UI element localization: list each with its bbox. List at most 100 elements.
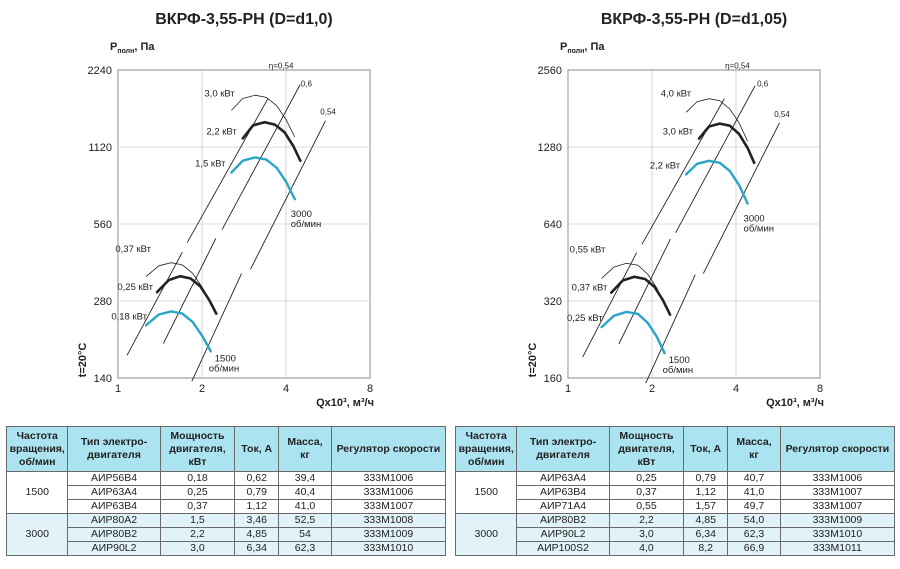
y-tick-label: 140 — [94, 373, 112, 385]
table-cell: 333М1007 — [779, 499, 896, 514]
table-cell: 40,7 — [727, 471, 781, 486]
efficiency-label: η=0,54 — [269, 61, 294, 70]
series-curve — [230, 156, 296, 201]
table-row: 3000 АИР80А2 1,5 3,46 52,5 333М1008 — [5, 513, 447, 556]
series-curve — [155, 274, 218, 315]
series-curve — [144, 310, 212, 353]
table-header-cell: Тип электро-двигателя — [516, 426, 610, 472]
table-cell: 3,0 — [608, 527, 685, 542]
table-row: 1500 АИР56В4 0,18 0,62 39,4 333М1006 — [5, 471, 447, 514]
table-cell: 8,2 — [683, 541, 729, 556]
freq-cell: 1500 — [454, 471, 518, 514]
table-row: АИР63А4 0,25 0,79 40,4 333М1006 — [7, 485, 447, 500]
table-cell: 333М1008 — [330, 513, 447, 528]
system-line — [250, 120, 326, 270]
series-curve — [241, 120, 302, 162]
y-axis-label: Pполн, Па — [110, 41, 155, 55]
table-cell: АИР71А4 — [516, 499, 610, 514]
power-label: 4,0 кВт — [661, 89, 692, 100]
table-cell: 0,37 — [159, 499, 236, 514]
table-cell: 333М1010 — [779, 527, 896, 542]
power-label: 3,0 кВт — [204, 88, 235, 99]
speed-label-unit: об/мин — [663, 365, 693, 376]
power-label: 0,18 кВт — [111, 311, 147, 322]
y-tick-label: 320 — [544, 296, 562, 308]
efficiency-line — [221, 84, 301, 230]
table-row: 3000 АИР80В2 2,2 4,85 54,0 333М1009 — [454, 513, 896, 556]
freq-cell: 1500 — [5, 471, 69, 514]
y-tick-label: 560 — [94, 219, 112, 231]
series-curve — [684, 159, 749, 205]
x-tick-label: 2 — [649, 383, 655, 395]
table-row: АИР90L2 3,0 6,34 62,3 333М1010 — [456, 527, 896, 542]
table-row: АИР63В4 0,37 1,12 41,0 333М1007 — [456, 485, 896, 500]
efficiency-line — [162, 238, 217, 344]
motor-table-right: Частота вращения, об/мин Тип электро-двиг… — [454, 426, 896, 556]
series-curve — [610, 275, 672, 316]
speed-label-rpm: 1500 — [669, 355, 690, 366]
power-label: 0,37 кВт — [572, 283, 608, 294]
freq-cell: 3000 — [5, 513, 69, 556]
table-cell: АИР63А4 — [67, 485, 161, 500]
table-cell: 2,2 — [159, 527, 236, 542]
y-tick-label: 2560 — [538, 65, 562, 77]
table-cell: 333М1007 — [779, 485, 896, 500]
efficiency-label: 0,54 — [320, 108, 336, 117]
table-cell: 54 — [278, 527, 332, 542]
series-curve — [697, 122, 756, 165]
table-cell: 62,3 — [278, 541, 332, 556]
table-cell: 0,37 — [608, 485, 685, 500]
motor-table-left: Частота вращения, об/мин Тип электро-двиг… — [5, 426, 447, 556]
table-row: АИР63В4 0,37 1,12 41,0 333М1007 — [7, 499, 447, 514]
table-cell: 333М1007 — [330, 499, 447, 514]
table-header-cell: Мощность двигателя, кВт — [159, 426, 236, 472]
x-tick-label: 1 — [115, 383, 121, 395]
table-cell: 333М1006 — [330, 485, 447, 500]
table-cell: АИР80А2 — [67, 513, 161, 528]
table-cell: 0,79 — [234, 485, 280, 500]
table-cell: 4,85 — [683, 513, 729, 528]
chart-title: ВКРФ-3,55-РН (D=d1,0) — [155, 11, 332, 28]
table-row: АИР71А4 0,55 1,57 49,7 333М1007 — [456, 499, 896, 514]
x-tick-label: 2 — [199, 383, 205, 395]
y-tick-label: 160 — [544, 373, 562, 385]
table-cell: 41,0 — [727, 485, 781, 500]
table-row: АИР80В2 2,2 4,85 54 333М1009 — [7, 527, 447, 542]
y-axis-label: Pполн, Па — [560, 41, 605, 55]
system-line — [126, 252, 183, 356]
table-cell: 333М1009 — [330, 527, 447, 542]
power-label: 0,55 кВт — [570, 245, 606, 256]
table-cell: 0,62 — [234, 471, 280, 486]
table-cell: 4,85 — [234, 527, 280, 542]
speed-label-unit: об/мин — [291, 219, 321, 230]
speed-label-rpm: 3000 — [744, 213, 765, 224]
system-line — [191, 273, 242, 382]
system-line — [186, 98, 269, 243]
y-tick-label: 280 — [94, 296, 112, 308]
table-header-cell: Частота вращения, об/мин — [5, 426, 69, 472]
table-cell: 333М1009 — [779, 513, 896, 528]
x-axis-label: Qx10³, м³/ч — [316, 397, 374, 409]
table-cell: 0,79 — [683, 471, 729, 486]
speed-label-rpm: 3000 — [291, 209, 312, 220]
table-cell: 54,0 — [727, 513, 781, 528]
power-label: 2,2 кВт — [206, 126, 237, 137]
temperature-label: t=20°C — [527, 343, 539, 378]
x-tick-label: 8 — [367, 383, 373, 395]
table-cell: АИР63В4 — [516, 485, 610, 500]
efficiency-label: 0,6 — [757, 80, 769, 89]
table-cell: АИР63А4 — [516, 471, 610, 486]
y-tick-label: 1120 — [88, 142, 112, 154]
table-cell: 0,25 — [159, 485, 236, 500]
power-arc — [601, 262, 665, 305]
speed-label-rpm: 1500 — [215, 353, 236, 364]
power-arc — [231, 94, 296, 138]
table-cell: 4,0 — [608, 541, 685, 556]
table-cell: 39,4 — [278, 471, 332, 486]
table-cell: 1,5 — [159, 513, 236, 528]
efficiency-label: 0,6 — [301, 79, 313, 88]
chart-right: ВКРФ-3,55-РН (D=d1,05) 160 320 640 1280 2560 1… — [527, 11, 824, 409]
power-label: 3,0 кВт — [663, 127, 694, 138]
table-cell: 3,46 — [234, 513, 280, 528]
table-cell: АИР90L2 — [67, 541, 161, 556]
